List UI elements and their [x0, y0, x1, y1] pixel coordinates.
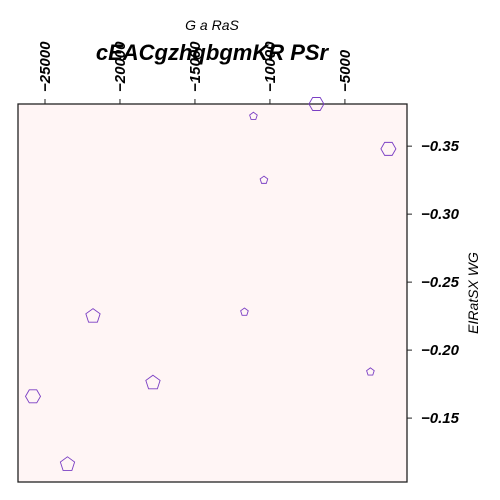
y-tick-label: −0.30	[421, 206, 460, 223]
y-tick-label: −0.35	[421, 138, 460, 155]
x-tick-label: −20000	[112, 41, 129, 92]
y-tick-label: −0.15	[421, 410, 460, 427]
x-tick-label: −5000	[337, 49, 354, 92]
x-axis-label: G a RaS	[185, 17, 239, 33]
x-tick-label: −10000	[262, 41, 279, 92]
y-tick-label: −0.25	[421, 274, 460, 291]
x-tick-label: −25000	[37, 41, 54, 92]
y-axis-label: EIRatSX WG	[465, 252, 481, 334]
plot-area	[18, 104, 407, 482]
y-axis: −0.15 −0.20 −0.25 −0.30 −0.35	[407, 138, 460, 427]
chart-title: cEACgzhqbgmKR PSr	[96, 40, 330, 65]
y-tick-label: −0.20	[421, 342, 460, 359]
x-tick-label: −15000	[187, 41, 204, 92]
